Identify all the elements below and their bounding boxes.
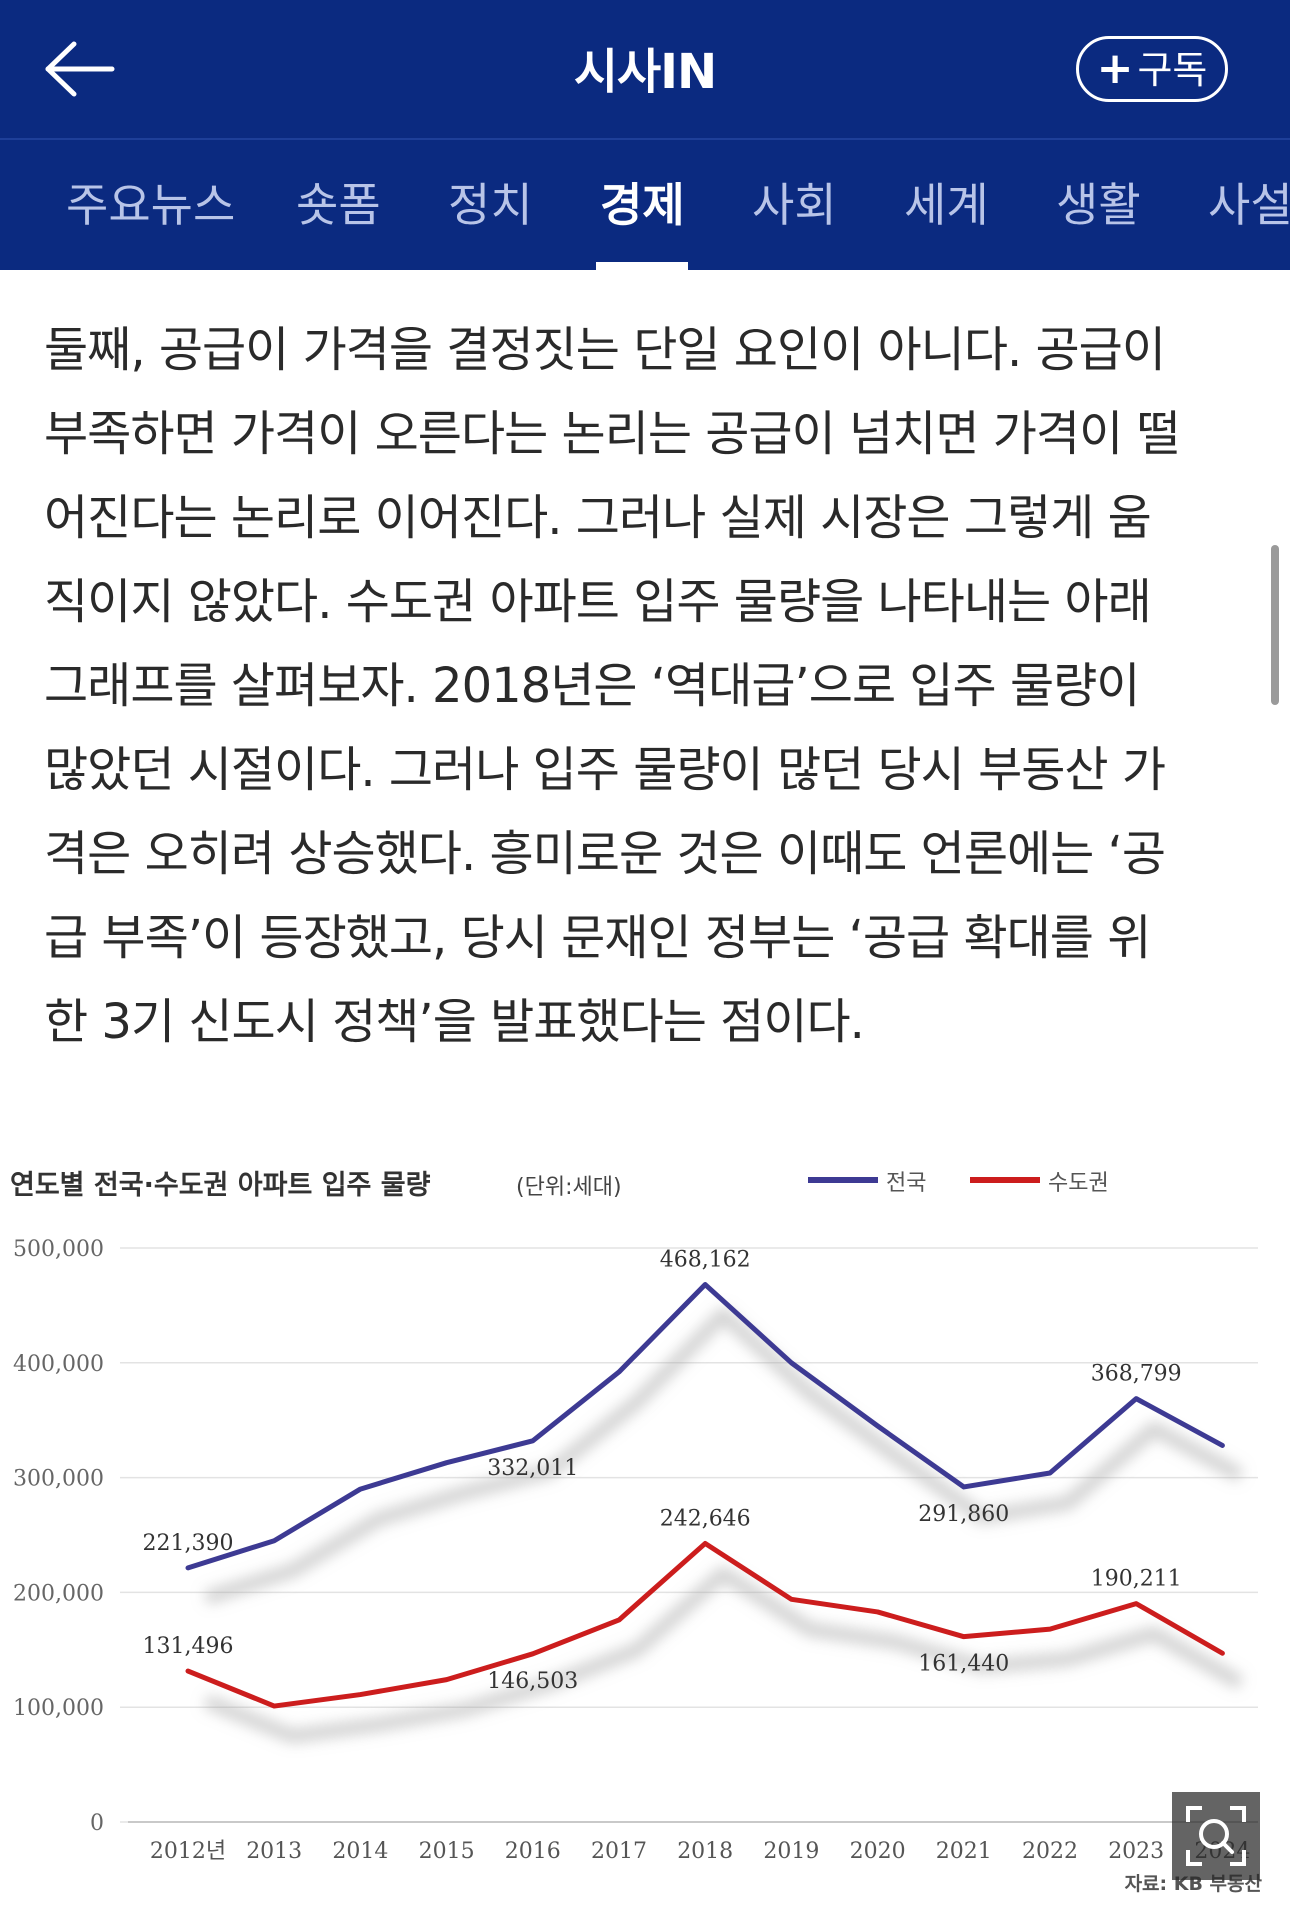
data-label: 146,503 — [487, 1669, 578, 1694]
article-body: 둘째, 공급이 가격을 결정짓는 단일 요인이 아니다. 공급이 부족하면 가격… — [44, 308, 1254, 1064]
article-line: 어진다는 논리로 이어진다. 그러나 실제 시장은 그렇게 움 — [44, 490, 1152, 546]
scrollbar-thumb[interactable] — [1271, 545, 1279, 705]
x-tick-label: 2020 — [850, 1839, 906, 1864]
line-chart: 221,390 332,011 468,162 291,860 368,799 131,4… — [10, 1170, 1263, 1895]
legend-label-national: 전국 — [886, 1171, 926, 1196]
active-tab-indicator — [596, 262, 688, 270]
zoom-search-icon — [1186, 1806, 1246, 1866]
x-tick-label: 2012년 — [150, 1839, 226, 1864]
x-tick-label: 2019 — [763, 1839, 819, 1864]
x-tick-label: 2018 — [677, 1839, 733, 1864]
x-tick-label: 2023 — [1108, 1839, 1164, 1864]
data-label: 242,646 — [660, 1506, 751, 1531]
data-label: 161,440 — [918, 1652, 1009, 1677]
series-shadow — [203, 1566, 1244, 1744]
tab-life[interactable]: 생활 — [1056, 178, 1141, 232]
series-shadow — [203, 1307, 1244, 1605]
tab-economy[interactable]: 경제 — [600, 178, 685, 232]
chart-image: 221,390 332,011 468,162 291,860 368,799 131,4… — [0, 1140, 1290, 1900]
x-tick-label: 2016 — [505, 1839, 561, 1864]
data-label: 291,860 — [918, 1502, 1009, 1527]
tab-world[interactable]: 세계 — [904, 178, 989, 232]
article-line: 그래프를 살펴보자. 2018년은 ‘역대급’으로 입주 물량이 — [44, 658, 1140, 714]
data-label: 190,211 — [1091, 1567, 1182, 1592]
article-line: 부족하면 가격이 오른다는 논리는 공급이 넘치면 가격이 떨 — [44, 406, 1181, 462]
legend-label-capital: 수도권 — [1048, 1171, 1109, 1196]
y-tick-label: 300,000 — [13, 1467, 104, 1492]
y-tick-label: 100,000 — [13, 1696, 104, 1721]
article-line: 급 부족’이 등장했고, 당시 문재인 정부는 ‘공급 확대를 위 — [44, 910, 1151, 966]
data-label: 468,162 — [660, 1248, 751, 1273]
tab-editorial[interactable]: 사설 — [1208, 178, 1290, 232]
back-button[interactable] — [40, 36, 120, 102]
plus-icon: + — [1096, 43, 1134, 94]
y-tick-label: 500,000 — [13, 1237, 104, 1262]
tab-main-news[interactable]: 주요뉴스 — [66, 178, 236, 232]
top-header: 시사IN + 구독 — [0, 0, 1290, 138]
chart-unit: (단위:세대) — [516, 1175, 622, 1200]
data-label: 221,390 — [143, 1531, 234, 1556]
x-tick-label: 2013 — [246, 1839, 302, 1864]
x-tick-label: 2022 — [1022, 1839, 1078, 1864]
tab-politics[interactable]: 정치 — [448, 178, 533, 232]
series-line-capital — [185, 1540, 1225, 1709]
article-line: 한 3기 신도시 정책’을 발표했다는 점이다. — [44, 994, 865, 1050]
chart-title: 연도별 전국·수도권 아파트 입주 물량 — [10, 1170, 431, 1201]
subscribe-button[interactable]: + 구독 — [1076, 36, 1228, 102]
article-line: 직이지 않았다. 수도권 아파트 입주 물량을 나타내는 아래 — [44, 574, 1152, 630]
article-line: 많았던 시절이다. 그러나 입주 물량이 많던 당시 부동산 가 — [44, 742, 1166, 798]
x-tick-label: 2014 — [332, 1839, 388, 1864]
article-line: 둘째, 공급이 가격을 결정짓는 단일 요인이 아니다. 공급이 — [44, 322, 1166, 378]
y-tick-label: 0 — [90, 1811, 104, 1836]
tab-society[interactable]: 사회 — [752, 178, 837, 232]
tab-shortform[interactable]: 숏폼 — [296, 178, 381, 232]
x-tick-label: 2017 — [591, 1839, 647, 1864]
arrow-left-icon — [45, 41, 115, 97]
category-tabs: 주요뉴스 숏폼 정치 경제 사회 세계 생활 사설 — [0, 138, 1290, 270]
article-line: 격은 오히려 상승했다. 흥미로운 것은 이때도 언론에는 ‘공 — [44, 826, 1166, 882]
y-tick-label: 200,000 — [13, 1581, 104, 1606]
data-label: 332,011 — [487, 1456, 578, 1481]
subscribe-label: 구독 — [1137, 48, 1208, 92]
data-label: 131,496 — [143, 1634, 234, 1659]
x-tick-label: 2015 — [419, 1839, 475, 1864]
x-tick-label: 2021 — [936, 1839, 992, 1864]
y-tick-label: 400,000 — [13, 1352, 104, 1377]
zoom-button[interactable] — [1172, 1792, 1260, 1880]
data-label: 368,799 — [1091, 1362, 1182, 1387]
series-line-national — [185, 1282, 1225, 1571]
